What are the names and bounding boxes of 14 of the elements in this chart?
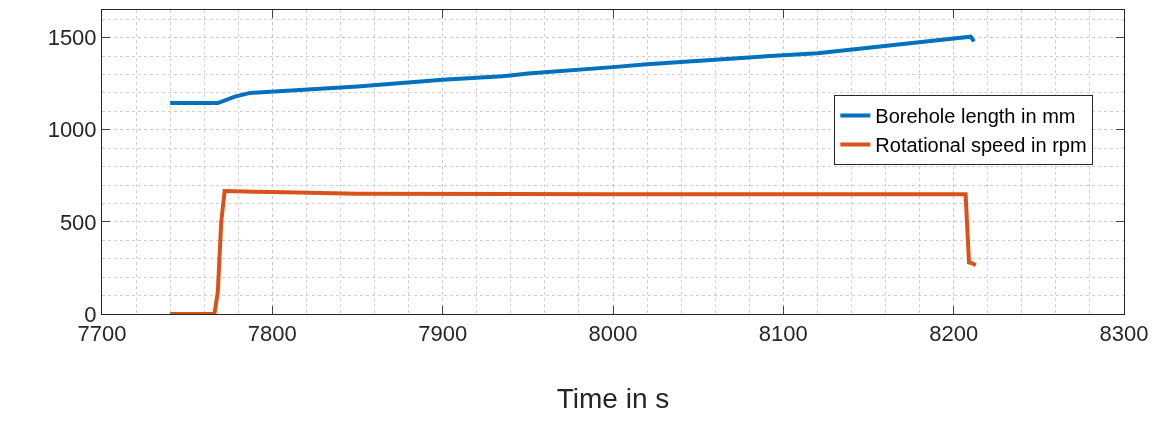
y-tick-label: 500 — [59, 209, 97, 235]
y-tick-label: 1000 — [47, 117, 97, 143]
line-series — [168, 189, 978, 314]
line-series — [168, 34, 977, 106]
x-tick-label: 8000 — [588, 321, 638, 347]
x-tick-label: 8100 — [758, 321, 808, 347]
x-tick-label: 7800 — [247, 321, 297, 347]
x-tick-label: 8300 — [1099, 321, 1149, 347]
legend-label: Borehole length in mm — [875, 105, 1076, 128]
legend-label: Rotational speed in rpm — [875, 134, 1087, 157]
x-tick-label: 7900 — [418, 321, 468, 347]
x-tick-label: 8200 — [929, 321, 979, 347]
x-axis-title: Time in s — [556, 383, 670, 414]
y-tick-label: 1500 — [47, 25, 97, 51]
